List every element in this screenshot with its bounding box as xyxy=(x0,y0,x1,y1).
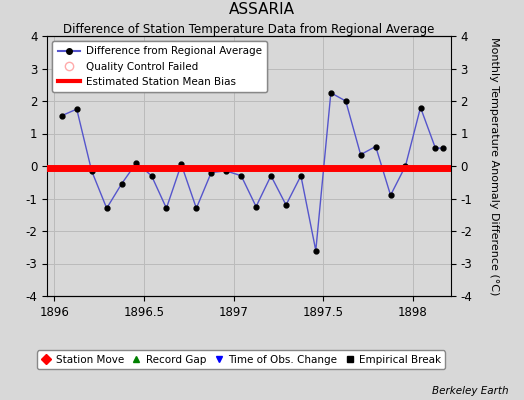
Y-axis label: Monthly Temperature Anomaly Difference (°C): Monthly Temperature Anomaly Difference (… xyxy=(489,37,499,295)
Text: Berkeley Earth: Berkeley Earth xyxy=(432,386,508,396)
Legend: Station Move, Record Gap, Time of Obs. Change, Empirical Break: Station Move, Record Gap, Time of Obs. C… xyxy=(37,350,445,369)
Title: Difference of Station Temperature Data from Regional Average: Difference of Station Temperature Data f… xyxy=(63,23,434,36)
Legend: Difference from Regional Average, Quality Control Failed, Estimated Station Mean: Difference from Regional Average, Qualit… xyxy=(52,41,267,92)
Text: ASSARIA: ASSARIA xyxy=(229,2,295,17)
